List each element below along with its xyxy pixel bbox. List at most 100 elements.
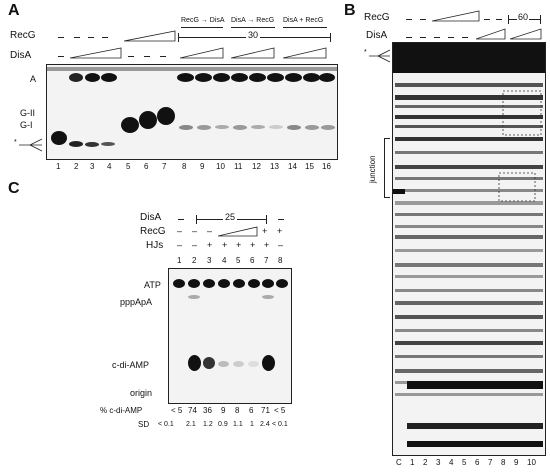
panel-c-sd-3: 1.2 (203, 421, 213, 428)
panel-b-lane-5: 5 (462, 458, 467, 467)
panel-c-sd-1: < 0.1 (158, 421, 174, 428)
panel-c-lane-7: 7 (264, 256, 269, 265)
panel-b-conc: 60 (517, 12, 530, 22)
panel-a-lane-14: 14 (288, 162, 297, 171)
panel-b-label: B (344, 2, 356, 19)
panel-c-recg-sign-2: – (192, 226, 198, 236)
panel-a-lane-10: 10 (216, 162, 225, 171)
panel-a-disa-wedge-1 (70, 47, 122, 59)
panel-c-origin-label: origin (130, 388, 153, 398)
panel-b-recg-wedge (432, 10, 480, 22)
panel-a-lane-4: 4 (107, 162, 112, 171)
panel-a-lane-16: 16 (322, 162, 331, 171)
panel-a-band-g1: G-I (20, 120, 33, 130)
panel-a-lane-13: 13 (270, 162, 279, 171)
panel-c-recg-label: RecG (140, 226, 166, 237)
panel-c-recg-sign-8: + (277, 226, 283, 236)
panel-c-hjs-sign-5: + (236, 240, 242, 250)
panel-c-hjs-sign-8: – (278, 240, 284, 250)
panel-a-lane-3: 3 (90, 162, 95, 171)
panel-b-substrate-icon: * (364, 49, 391, 63)
panel-c-sd-5: 1.1 (233, 421, 243, 428)
panel-c-lane-1: 1 (177, 256, 182, 265)
panel-c-atp-label: ATP (144, 280, 161, 290)
panel-c-lane-2: 2 (192, 256, 197, 265)
panel-a-lane-11: 11 (234, 162, 243, 171)
panel-b-lane-4: 4 (449, 458, 454, 467)
panel-c-hjs-sign-1: – (177, 240, 183, 250)
panel-c-pppapa-label: pppApA (120, 297, 153, 307)
panel-c-sd-6: 1 (250, 421, 254, 428)
panel-b-disa-label: DisA (366, 30, 388, 41)
panel-a-recg-conc: 30 (246, 30, 261, 40)
panel-b-gel-bands (393, 43, 545, 447)
panel-b-lane-2: 2 (423, 458, 428, 467)
panel-c-pct-8: < 5 (274, 406, 286, 415)
panel-c-hjs-sign-6: + (250, 240, 256, 250)
panel-c-hjs-sign-4: + (222, 240, 228, 250)
panel-c-hjs-label: HJs (146, 240, 164, 251)
panel-b-lane-9: 9 (514, 458, 519, 467)
panel-c-lane-6: 6 (250, 256, 255, 265)
panel-a-disa-label: DisA (10, 50, 32, 61)
panel-a-order-label-1: RecG → DisA (181, 17, 225, 24)
panel-c-sd-7: 2.4 (260, 421, 270, 428)
panel-c-conc: 25 (223, 212, 238, 222)
panel-c-pct-2: 74 (188, 406, 197, 415)
panel-a-recg-label: RecG (10, 30, 36, 41)
panel-c-hjs-sign-7: + (264, 240, 270, 250)
panel-a-lane-2: 2 (74, 162, 79, 171)
panel-c-recg-sign-7: + (262, 226, 268, 236)
panel-c-cdiamp-label: c-di-AMP (112, 360, 150, 370)
panel-c-pct-6: 6 (249, 406, 254, 415)
panel-a-order-label-3: DisA + RecG (283, 17, 324, 24)
panel-b-junction-label: junction (368, 155, 377, 183)
panel-b-lane-3: 3 (436, 458, 441, 467)
panel-b-lane-7: 7 (488, 458, 493, 467)
panel-c-tlc (168, 268, 292, 404)
panel-c-pct-1: < 5 (171, 406, 183, 415)
panel-a-gel (46, 64, 338, 160)
panel-c-lane-4: 4 (222, 256, 227, 265)
panel-a-lane-7: 7 (162, 162, 167, 171)
panel-a-band-a: A (30, 74, 37, 84)
panel-c-sd-label: SD (138, 420, 150, 429)
panel-c-label: C (8, 180, 20, 197)
panel-b-lane-c: C (396, 458, 402, 467)
panel-a-lane-8: 8 (182, 162, 187, 171)
panel-c-lane-5: 5 (236, 256, 241, 265)
svg-text:*: * (14, 139, 17, 146)
panel-c-lane-8: 8 (278, 256, 283, 265)
panel-b-lane-1: 1 (410, 458, 415, 467)
panel-a-disa-wedge-3 (231, 47, 275, 59)
panel-c-hjs-sign-3: + (207, 240, 213, 250)
panel-c-pct-3: 36 (203, 406, 212, 415)
panel-c-sd-8: < 0.1 (272, 421, 288, 428)
panel-c-sd-4: 0.9 (218, 421, 228, 428)
panel-a-lane-5: 5 (126, 162, 131, 171)
svg-text:*: * (364, 49, 367, 56)
panel-a-lane-9: 9 (200, 162, 205, 171)
panel-a-label: A (8, 2, 20, 19)
panel-b-lane-8: 8 (501, 458, 506, 467)
panel-c-disa-label: DisA (140, 212, 162, 223)
panel-c-sd-2: 2.1 (186, 421, 196, 428)
panel-a-lane-12: 12 (252, 162, 261, 171)
panel-a-disa-wedge-2 (180, 47, 224, 59)
panel-c-hjs-sign-2: – (192, 240, 198, 250)
panel-b-lane-6: 6 (475, 458, 480, 467)
panel-b-recg-label: RecG (364, 12, 390, 23)
panel-a-lane-1: 1 (56, 162, 61, 171)
panel-c-recg-sign-1: – (177, 226, 183, 236)
panel-b-lane-10: 10 (527, 458, 536, 467)
panel-c-pct-4: 9 (221, 406, 226, 415)
panel-b-disa-wedge-2 (510, 28, 542, 40)
panel-c-pct-label: % c-di-AMP (100, 406, 143, 415)
panel-c-pct-7: 71 (261, 406, 270, 415)
panel-b-disa-wedge-1 (476, 28, 506, 40)
panel-c-recg-sign-3: – (207, 226, 213, 236)
panel-a-disa-wedge-4 (283, 47, 327, 59)
panel-a-order-label-2: DisA → RecG (231, 17, 275, 24)
panel-a-band-g2: G-II (20, 108, 35, 118)
panel-a-substrate-icon: * (14, 138, 43, 152)
